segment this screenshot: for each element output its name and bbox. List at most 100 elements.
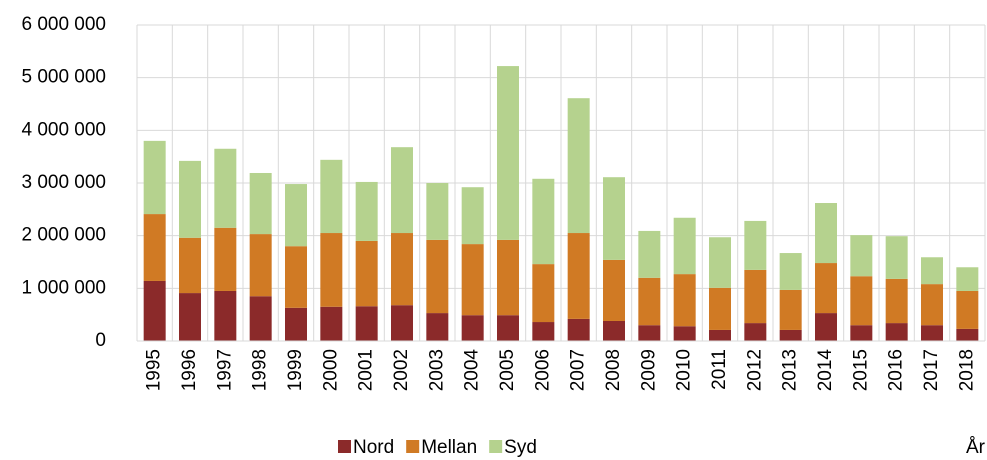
bar-segment bbox=[461, 187, 484, 245]
legend-label: Nord bbox=[353, 437, 394, 458]
x-tick-label: 2003 bbox=[426, 349, 447, 391]
bar-segment bbox=[744, 220, 767, 270]
bar-segment bbox=[921, 284, 943, 326]
x-tick-label: 1996 bbox=[179, 349, 200, 391]
bar-segment bbox=[638, 230, 661, 278]
bar-segment bbox=[673, 274, 696, 327]
bar-segment bbox=[391, 233, 413, 306]
bar-segment bbox=[815, 313, 837, 341]
bar-segment bbox=[744, 269, 767, 324]
x-tick-label: 2001 bbox=[356, 349, 377, 391]
legend-label: Mellan bbox=[421, 437, 477, 458]
bar-segment bbox=[885, 278, 908, 324]
bar-segment bbox=[815, 203, 837, 264]
x-tick-label: 1998 bbox=[250, 349, 271, 391]
x-tick-label: 2012 bbox=[744, 349, 765, 391]
x-tick-label: 2004 bbox=[462, 349, 483, 392]
y-tick-label: 4 000 000 bbox=[21, 119, 106, 140]
bar-segment bbox=[850, 325, 873, 341]
bar-segment bbox=[673, 217, 696, 275]
y-tick-label: 2 000 000 bbox=[21, 225, 106, 246]
bar-segment bbox=[956, 328, 979, 341]
bar-segment bbox=[143, 280, 166, 341]
legend-swatch bbox=[489, 440, 503, 453]
bar-segment bbox=[426, 183, 449, 240]
bar-segment bbox=[426, 313, 449, 341]
bar-segment bbox=[214, 227, 237, 291]
bar-segment bbox=[391, 305, 413, 341]
bar-segment bbox=[179, 160, 201, 238]
bar-segment bbox=[885, 323, 908, 341]
bar-segment bbox=[567, 233, 590, 319]
bar-segment bbox=[249, 172, 272, 235]
bar-segment bbox=[426, 239, 449, 314]
x-tick-label: 2014 bbox=[815, 349, 836, 392]
bar-segment bbox=[709, 329, 731, 341]
bar-segment bbox=[567, 318, 590, 341]
bar-segment bbox=[285, 246, 307, 308]
bar-segment bbox=[320, 306, 343, 341]
bar-segment bbox=[603, 320, 625, 341]
bar-segment bbox=[956, 267, 979, 291]
bar-segment bbox=[744, 323, 767, 341]
x-axis-label: År bbox=[966, 437, 986, 458]
bar-segment bbox=[532, 178, 555, 265]
y-tick-label: 5 000 000 bbox=[21, 67, 106, 88]
bar-segment bbox=[709, 237, 731, 288]
bar-segment bbox=[567, 98, 590, 234]
x-tick-label: 2017 bbox=[921, 349, 942, 391]
x-tick-label: 1995 bbox=[144, 349, 165, 391]
bar-segment bbox=[603, 177, 625, 260]
bar-segment bbox=[355, 306, 378, 341]
bar-segment bbox=[850, 276, 873, 326]
x-tick-label: 2002 bbox=[391, 349, 412, 391]
x-tick-label: 2000 bbox=[320, 349, 341, 391]
bar-segment bbox=[249, 296, 272, 341]
bar-segment bbox=[850, 235, 873, 277]
bar-segment bbox=[815, 263, 837, 314]
x-tick-label: 1997 bbox=[214, 349, 235, 391]
bar-segment bbox=[285, 184, 307, 247]
y-tick-label: 6 000 000 bbox=[21, 14, 106, 35]
x-tick-label: 2008 bbox=[603, 349, 624, 391]
x-tick-label: 2011 bbox=[709, 349, 730, 390]
bar-segment bbox=[143, 214, 166, 281]
bar-segment bbox=[779, 329, 802, 341]
bar-segment bbox=[143, 140, 166, 215]
bar-segment bbox=[214, 290, 237, 341]
bar-segment bbox=[779, 289, 802, 330]
x-tick-label: 2005 bbox=[497, 349, 518, 391]
bar-segment bbox=[921, 257, 943, 285]
x-tick-label: 2016 bbox=[886, 349, 907, 391]
legend-label: Syd bbox=[504, 437, 537, 458]
bar-segment bbox=[355, 240, 378, 307]
bar-segment bbox=[673, 326, 696, 341]
bar-segment bbox=[532, 264, 555, 323]
x-tick-label: 2015 bbox=[850, 349, 871, 391]
bar-segment bbox=[461, 315, 484, 341]
bar-segment bbox=[532, 322, 555, 341]
x-tick-label: 2007 bbox=[568, 349, 589, 391]
bar-segment bbox=[956, 290, 979, 329]
x-tick-label: 2018 bbox=[956, 349, 977, 391]
bar-segment bbox=[320, 233, 343, 307]
bar-segment bbox=[179, 237, 201, 294]
bar-segment bbox=[461, 244, 484, 316]
bar-segment bbox=[638, 325, 661, 341]
bar-segment bbox=[355, 181, 378, 241]
bar-segment bbox=[885, 236, 908, 279]
y-tick-label: 3 000 000 bbox=[21, 172, 106, 193]
bar-segment bbox=[214, 148, 237, 228]
x-tick-label: 2006 bbox=[532, 349, 553, 391]
y-tick-label: 1 000 000 bbox=[21, 277, 106, 298]
bar-segment bbox=[638, 277, 661, 326]
x-tick-label: 2009 bbox=[638, 349, 659, 391]
x-tick-label: 1999 bbox=[285, 349, 306, 391]
bar-segment bbox=[709, 287, 731, 330]
y-tick-label: 0 bbox=[95, 330, 106, 351]
bar-segment bbox=[497, 315, 519, 341]
x-tick-label: 2013 bbox=[780, 349, 801, 391]
bar-segment bbox=[497, 66, 519, 240]
legend-swatch bbox=[406, 440, 420, 453]
